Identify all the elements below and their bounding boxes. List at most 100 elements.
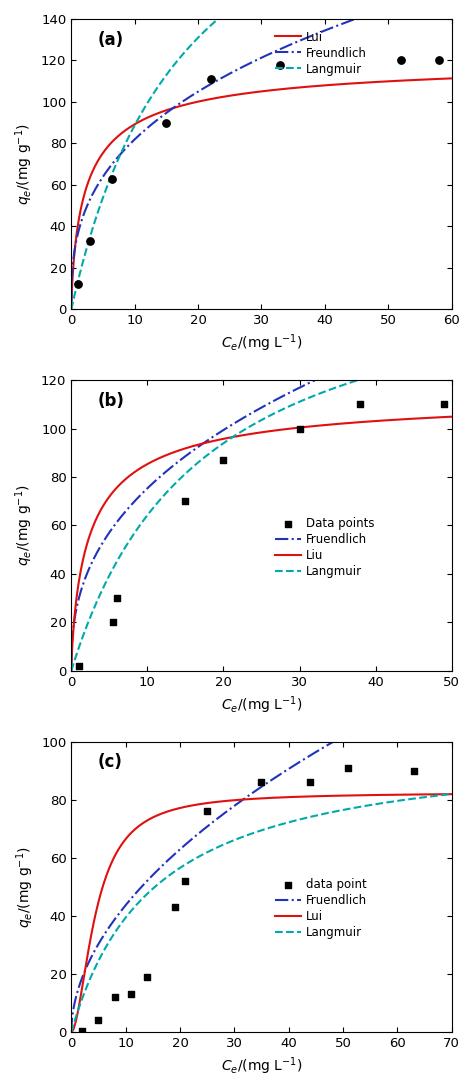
Fruendlich <box>136 884 141 897</box>
Data points <box>75 657 82 674</box>
Line: Fruendlich: Fruendlich <box>71 323 452 667</box>
Fruendlich <box>240 411 246 424</box>
Line: Liu: Liu <box>71 417 452 670</box>
Lui <box>68 1026 74 1039</box>
Freundlich <box>322 24 328 37</box>
Fruendlich <box>166 853 172 866</box>
Data points <box>182 492 189 509</box>
Fruendlich <box>449 672 455 685</box>
Liu <box>292 421 298 434</box>
Langmuir <box>322 385 328 398</box>
Langmuir <box>166 64 172 77</box>
Point <box>87 232 94 250</box>
Line: Langmuir: Langmuir <box>71 356 452 671</box>
Line: Freundlich: Freundlich <box>71 0 452 303</box>
Data points <box>219 452 227 469</box>
Line: Lui: Lui <box>71 794 452 1032</box>
Legend: data point, Fruendlich, Lui, Langmuir: data point, Fruendlich, Lui, Langmuir <box>275 878 367 939</box>
data point <box>410 762 418 779</box>
Liu <box>322 419 328 432</box>
Liu <box>355 416 361 429</box>
Fruendlich <box>292 758 298 771</box>
Point <box>109 170 116 188</box>
Langmuir <box>136 111 141 124</box>
Fruendlich <box>449 316 455 329</box>
Point <box>74 276 82 293</box>
Legend: Data points, Fruendlich, Liu, Langmuir: Data points, Fruendlich, Liu, Langmuir <box>275 517 374 578</box>
data point <box>78 1022 86 1040</box>
X-axis label: $\it{C_e}$/(mg L$^{-1}$): $\it{C_e}$/(mg L$^{-1}$) <box>220 694 302 716</box>
Freundlich <box>355 12 361 25</box>
Line: Langmuir: Langmuir <box>71 794 452 1032</box>
Line: Langmuir: Langmuir <box>71 0 452 310</box>
Liu <box>136 463 141 476</box>
Freundlich <box>136 129 141 142</box>
Langmuir <box>292 814 298 827</box>
Lui <box>355 76 361 89</box>
Text: (c): (c) <box>98 753 123 771</box>
Liu <box>449 410 455 423</box>
Langmuir <box>68 303 74 316</box>
Langmuir <box>449 349 455 362</box>
Y-axis label: $\it{q_e}$/(mg g$^{-1}$): $\it{q_e}$/(mg g$^{-1}$) <box>14 846 36 927</box>
Lui <box>240 87 246 100</box>
Lui <box>322 790 328 803</box>
data point <box>307 774 314 791</box>
Langmuir <box>240 0 246 5</box>
Data points <box>296 420 303 437</box>
Langmuir <box>322 807 328 820</box>
Data points <box>113 589 121 607</box>
Data points <box>440 396 448 413</box>
Langmuir <box>355 373 361 386</box>
Langmuir <box>166 483 172 496</box>
Fruendlich <box>68 1024 74 1038</box>
Langmuir <box>68 664 74 678</box>
Point <box>435 51 443 69</box>
Fruendlich <box>292 383 298 396</box>
data point <box>182 873 189 890</box>
Lui <box>166 103 172 116</box>
Langmuir <box>136 520 141 533</box>
Fruendlich <box>166 463 172 476</box>
Line: Lui: Lui <box>71 79 452 309</box>
Text: (b): (b) <box>98 392 125 410</box>
Liu <box>240 429 246 442</box>
Y-axis label: $\it{q_e}$/(mg g$^{-1}$): $\it{q_e}$/(mg g$^{-1}$) <box>14 484 36 566</box>
Lui <box>136 116 141 129</box>
Point <box>163 113 170 131</box>
Text: (a): (a) <box>98 31 124 48</box>
Freundlich <box>240 60 246 73</box>
Langmuir <box>240 423 246 436</box>
Langmuir <box>136 896 141 909</box>
X-axis label: $\it{C_e}$/(mg L$^{-1}$): $\it{C_e}$/(mg L$^{-1}$) <box>220 1055 302 1077</box>
data point <box>258 774 265 791</box>
Point <box>397 51 405 69</box>
Fruendlich <box>355 721 361 734</box>
X-axis label: $\it{C_e}$/(mg L$^{-1}$): $\it{C_e}$/(mg L$^{-1}$) <box>220 333 302 355</box>
Liu <box>68 663 74 676</box>
Legend: Lui, Freundlich, Langmuir: Lui, Freundlich, Langmuir <box>275 31 366 75</box>
Data points <box>356 396 364 413</box>
Lui <box>68 302 74 315</box>
Line: Fruendlich: Fruendlich <box>71 679 452 1031</box>
data point <box>95 1011 102 1029</box>
data point <box>127 985 135 1003</box>
Fruendlich <box>240 793 246 806</box>
Fruendlich <box>68 660 74 673</box>
data point <box>144 968 151 985</box>
Lui <box>449 788 455 801</box>
Lui <box>166 804 172 817</box>
data point <box>111 988 118 1006</box>
Fruendlich <box>136 491 141 504</box>
Lui <box>136 819 141 832</box>
Langmuir <box>240 830 246 843</box>
Langmuir <box>355 801 361 814</box>
Lui <box>355 789 361 802</box>
Y-axis label: $\it{q_e}$/(mg g$^{-1}$): $\it{q_e}$/(mg g$^{-1}$) <box>14 123 36 205</box>
Lui <box>322 79 328 92</box>
Freundlich <box>166 105 172 118</box>
Lui <box>292 790 298 803</box>
Langmuir <box>449 788 455 801</box>
Fruendlich <box>355 355 361 368</box>
Lui <box>240 793 246 806</box>
